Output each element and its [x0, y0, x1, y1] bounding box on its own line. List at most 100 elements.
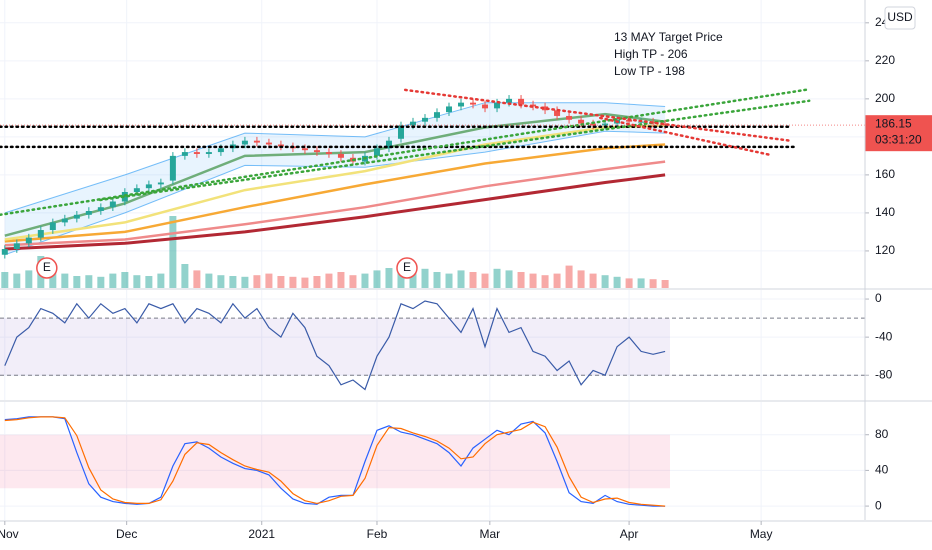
y-tick-label: -80: [875, 367, 893, 381]
candle-body: [421, 117, 428, 122]
volume-bar: [277, 276, 285, 288]
event-label: E: [403, 260, 411, 274]
band-upper: [4, 102, 666, 214]
volume-bar: [181, 264, 189, 288]
candle-body: [73, 214, 80, 219]
annotation: High TP - 206: [614, 47, 688, 61]
volume-bar: [481, 273, 489, 288]
candle-body: [61, 218, 68, 223]
candle-body: [578, 119, 585, 124]
volume-bar: [265, 273, 273, 288]
volume-bar: [253, 275, 261, 288]
volume-bar: [517, 272, 525, 288]
candle-body: [169, 155, 176, 181]
candle-body: [145, 184, 152, 189]
candle-body: [530, 104, 537, 107]
volume-bar: [577, 270, 585, 288]
band: [0, 318, 670, 376]
x-tick-label: Nov: [0, 527, 19, 541]
volume-bar: [301, 277, 309, 288]
y-tick-label: 40: [875, 463, 889, 477]
volume-bar: [409, 270, 417, 288]
volume-bar: [505, 270, 513, 288]
volume-bar: [637, 278, 645, 288]
x-tick-label: 2021: [248, 527, 275, 541]
candle-body: [494, 102, 501, 109]
y-tick-label: 80: [875, 427, 889, 441]
volume-bar: [193, 270, 201, 288]
volume-bar: [25, 270, 33, 288]
candle-body: [85, 211, 92, 215]
band-fill: [4, 102, 666, 255]
volume-bar: [493, 268, 501, 288]
candle-body: [458, 102, 465, 107]
volume-bar: [457, 270, 465, 288]
candle-body: [434, 112, 441, 118]
candle-body: [518, 98, 525, 105]
y-tick-label: 140: [875, 205, 895, 219]
candle-body: [506, 98, 513, 103]
candle-body: [385, 140, 392, 149]
candle-body: [13, 243, 20, 250]
x-tick-label: Feb: [367, 527, 388, 541]
x-tick-label: May: [750, 527, 773, 541]
moving-average: [4, 143, 666, 243]
pane: [0, 298, 865, 391]
candle-body: [325, 152, 332, 154]
candle-body: [241, 140, 248, 145]
annotation: Low TP - 198: [614, 64, 685, 78]
candle-body: [109, 201, 116, 208]
volume-bar: [157, 273, 165, 288]
trendline: [403, 88, 792, 142]
volume-bar: [217, 275, 225, 288]
volume-bar: [421, 268, 429, 288]
volume-bar: [373, 270, 381, 288]
indicator-line: [4, 300, 666, 391]
candle-body: [662, 123, 669, 126]
pane: [0, 416, 865, 507]
last-price-label: 186.15: [875, 116, 912, 130]
candle-body: [590, 123, 597, 126]
candle-body: [566, 115, 573, 120]
volume-bar: [553, 273, 561, 288]
candle-body: [37, 230, 44, 238]
band-lower: [4, 130, 666, 256]
candle-body: [542, 106, 549, 111]
price-tag: [865, 115, 932, 152]
event-label: E: [43, 260, 51, 274]
volume-bar: [589, 273, 597, 288]
candle-body: [193, 152, 200, 154]
indicator-line: [4, 416, 666, 507]
candle-body: [205, 152, 212, 154]
volume-bar: [541, 275, 549, 288]
candle-body: [470, 102, 477, 105]
volume-bar: [121, 272, 129, 288]
event-marker: [396, 257, 418, 279]
volume-bar: [661, 280, 669, 288]
y-tick-label: 120: [875, 243, 895, 257]
candle-body: [482, 104, 489, 109]
candle-body: [301, 148, 308, 151]
y-tick-label: -40: [875, 329, 893, 343]
pane: [0, 22, 865, 288]
volume-bar: [229, 276, 237, 288]
candle-body: [265, 142, 272, 145]
volume-bar: [361, 273, 369, 288]
band: [0, 434, 670, 489]
countdown-label: 03:31:20: [875, 132, 922, 146]
volume-bar: [169, 216, 177, 288]
candle-body: [409, 121, 416, 126]
volume-bar: [325, 273, 333, 288]
candle-body: [217, 148, 224, 153]
y-tick-label: 0: [875, 291, 882, 305]
candle-body: [602, 123, 609, 126]
volume-bar: [13, 273, 21, 288]
candle-body: [313, 150, 320, 153]
volume-bar: [469, 272, 477, 288]
volume-bar: [133, 275, 141, 288]
volume-bar: [649, 279, 657, 288]
volume-bar: [385, 268, 393, 288]
x-tick-label: Apr: [620, 527, 639, 541]
candle-body: [554, 110, 561, 116]
candle-body: [181, 152, 188, 156]
